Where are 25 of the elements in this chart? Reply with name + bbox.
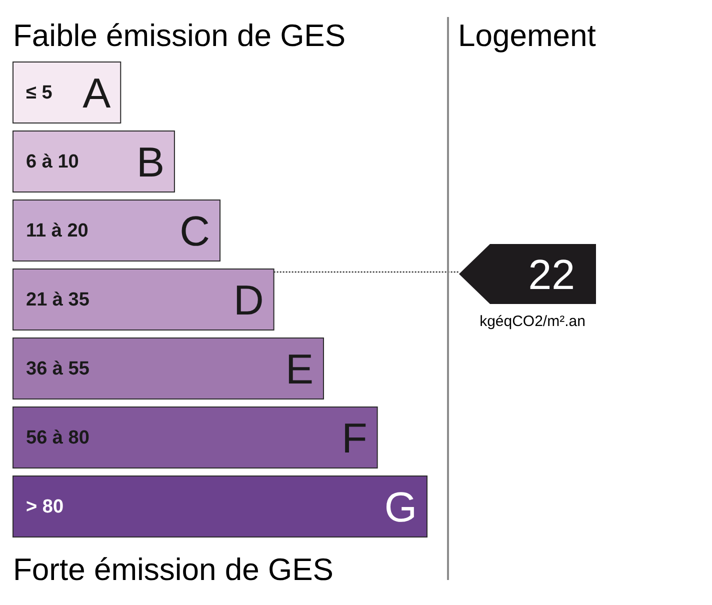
chart-title: Faible émission de GES [13, 18, 346, 53]
annotation: 11 à 20 [26, 220, 88, 242]
y-tick-label: B [136, 138, 164, 186]
bar [12, 62, 122, 124]
annotation: 36 à 55 [26, 358, 90, 380]
bar [12, 338, 324, 400]
y-tick-label: A [82, 70, 111, 116]
y-tick-label: G [384, 484, 417, 530]
annotation: 21 à 35 [26, 290, 90, 310]
text: kgéqCO2/m².an [480, 313, 586, 330]
annotation: > 80 [26, 496, 64, 518]
annotation: ≤ 5 [26, 82, 53, 104]
y-tick-label: E [285, 346, 314, 392]
annotation: 6 à 10 [26, 152, 79, 172]
bar [12, 406, 378, 468]
y-tick-label: F [342, 414, 368, 462]
text: Logement [458, 18, 596, 53]
bar [12, 130, 175, 192]
annotation: 56 à 80 [26, 428, 90, 448]
bar [12, 476, 428, 538]
y-tick-label: C [180, 208, 210, 254]
text: 22 [528, 251, 575, 298]
y-tick-label: D [233, 276, 264, 324]
bar [12, 200, 220, 262]
text: Forte émission de GES [13, 552, 334, 587]
